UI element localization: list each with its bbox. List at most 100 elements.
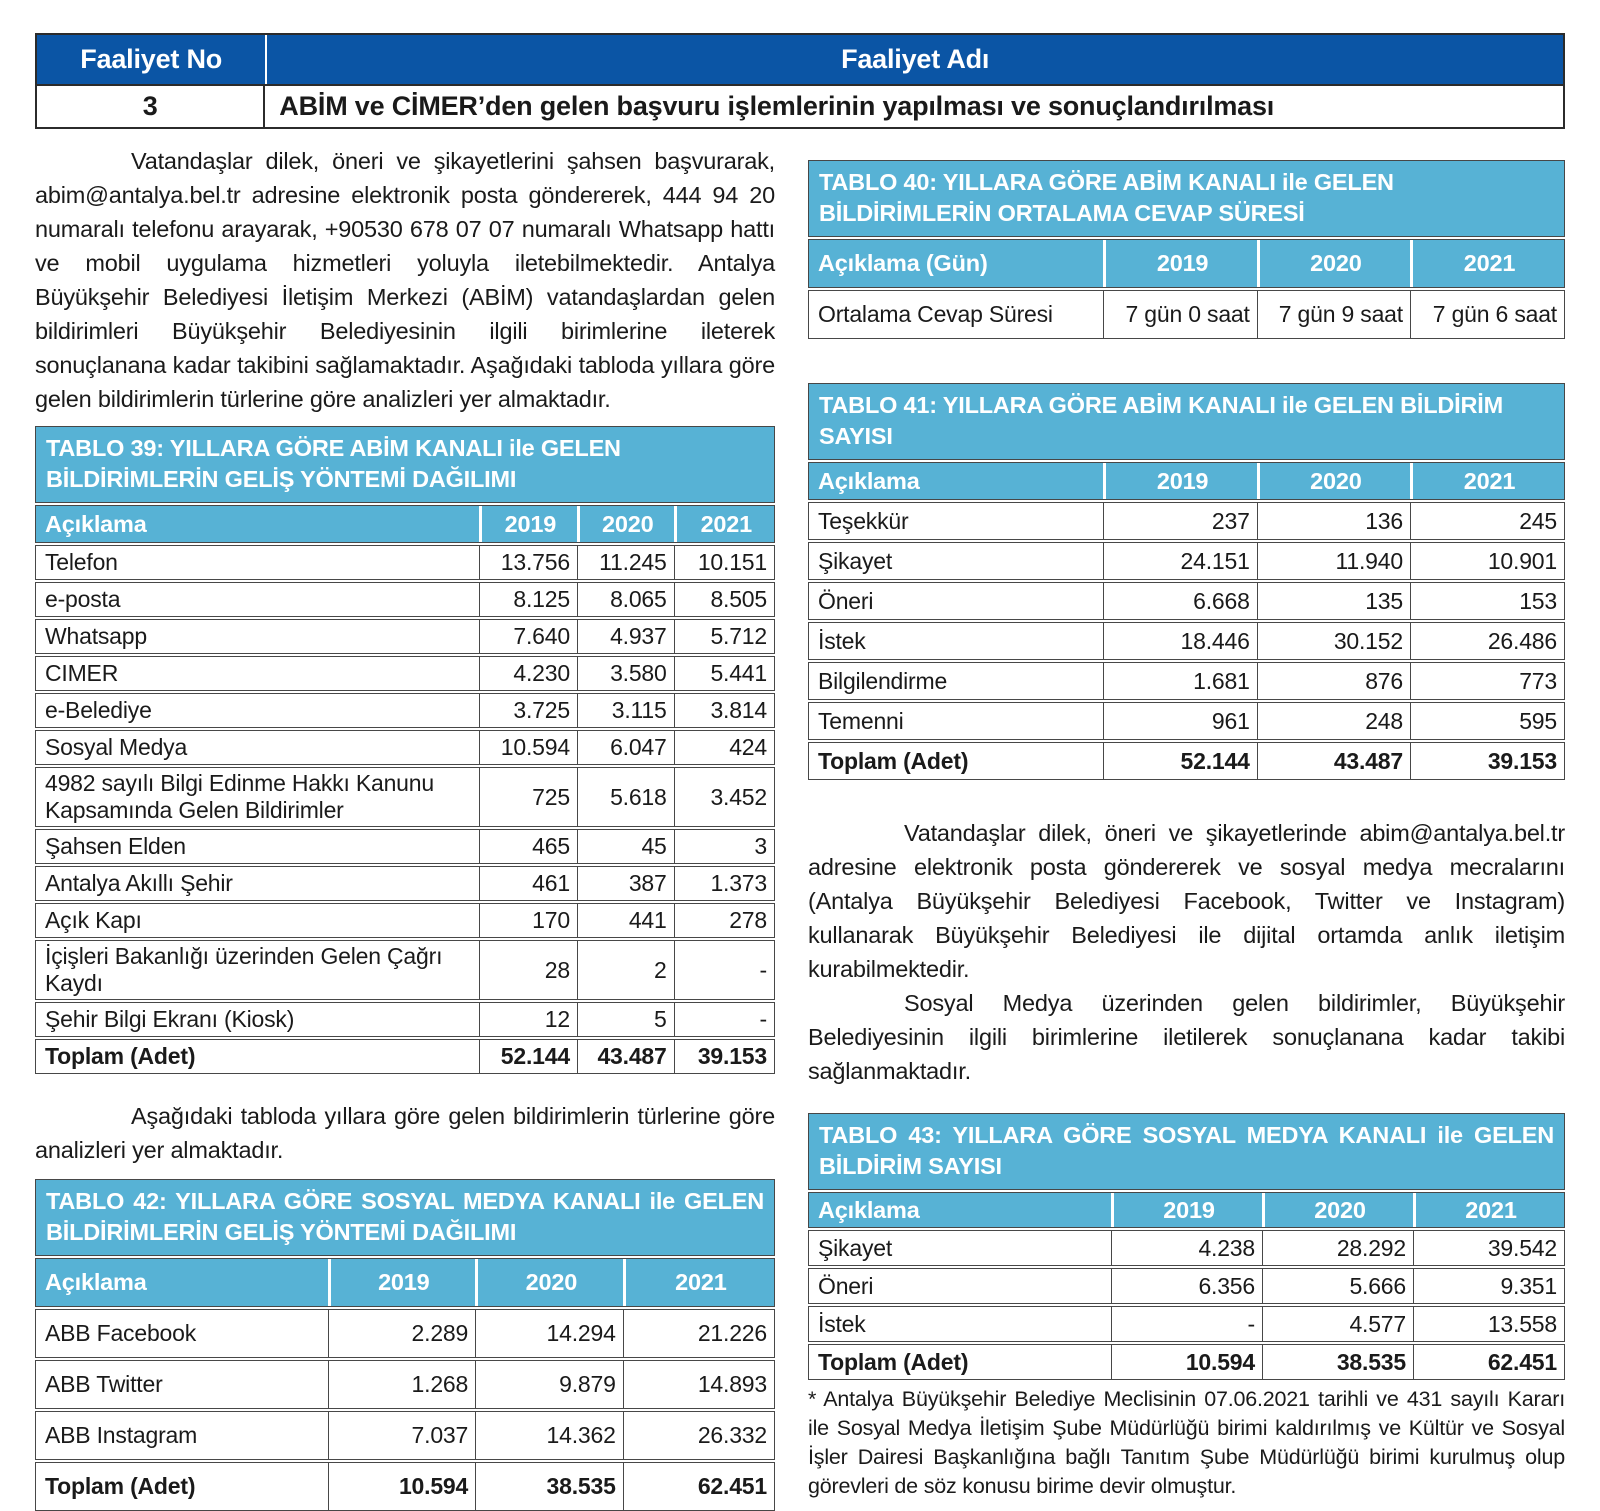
column-header: Açıklama [818,467,920,494]
label-cell: Toplam (Adet) [45,1473,196,1499]
value-cell: 248 [1256,703,1410,739]
value-cell: 961 [1103,703,1256,739]
paragraph-social-media-intro: Vatandaşlar dilek, öneri ve şikayetlerin… [808,820,1565,982]
table-total-row: Toplam (Adet) 10.594 38.535 62.451 [35,1462,775,1511]
table-39: TABLO 39: YILLARA GÖRE ABİM KANALI ile G… [35,426,775,1074]
value-cell: 12 [478,1003,577,1036]
table-42-body: ABB Facebook 2.289 14.294 21.226 ABB Twitter… [35,1309,775,1511]
paragraph-table42-intro: Aşağıdaki tabloda yıllara göre gelen bil… [35,1103,775,1163]
column-header: 2019 [1103,463,1256,499]
value-cell: - [673,941,774,999]
table-row: Öneri 6.356 5.666 9.351 [808,1268,1565,1304]
table-row: Şikayet 4.238 28.292 39.542 [808,1230,1565,1266]
value-cell: 237 [1103,503,1256,539]
table-row: e-Belediye 3.725 3.115 3.814 [35,693,775,728]
table-row: Öneri 6.668 135 153 [808,582,1565,620]
paragraph-social-media-followup: Sosyal Medya üzerinden gelen bildirimler… [808,990,1565,1084]
table-43: TABLO 43: YILLARA GÖRE SOSYAL MEDYA KANA… [808,1113,1565,1380]
value-cell: 725 [478,768,577,826]
value-cell: 7 gün 6 saat [1409,291,1564,338]
value-cell: 11.245 [576,546,674,579]
column-header: Açıklama [45,510,147,537]
value-cell: 10.594 [1111,1345,1262,1379]
value-cell: 7 gün 9 saat [1256,291,1410,338]
table-row: Şikayet 24.151 11.940 10.901 [808,542,1565,580]
table-39-title: TABLO 39: YILLARA GÖRE ABİM KANALI ile G… [35,426,775,503]
label-cell: Whatsapp [45,623,147,649]
table-41: TABLO 41: YILLARA GÖRE ABİM KANALI ile G… [808,383,1565,780]
column-header: 2019 [1103,240,1256,287]
value-cell: 24.151 [1103,543,1256,579]
table-41-header-row: Açıklama 2019 2020 2021 [808,462,1565,500]
value-cell: 2.289 [327,1310,476,1357]
value-cell: 39.153 [673,1040,774,1073]
table-42-title: TABLO 42: YILLARA GÖRE SOSYAL MEDYA KANA… [35,1179,775,1256]
table-row: ABB Instagram 7.037 14.362 26.332 [35,1411,775,1460]
value-cell: 6.668 [1103,583,1256,619]
column-header: 2020 [576,506,674,542]
table-40-title: TABLO 40: YILLARA GÖRE ABİM KANALI ile G… [808,160,1565,237]
column-header: 2019 [327,1259,476,1306]
table-total-row: Toplam (Adet) 52.144 43.487 39.153 [808,742,1565,780]
value-cell: 153 [1409,583,1564,619]
right-column: TABLO 40: YILLARA GÖRE ABİM KANALI ile G… [808,144,1565,1511]
table-40-header-row: Açıklama (Gün) 2019 2020 2021 [808,239,1565,288]
value-cell: - [673,1003,774,1036]
two-column-layout: Vatandaşlar dilek, öneri ve şikayetlerin… [35,144,1565,1511]
table-42-header-row: Açıklama 2019 2020 2021 [35,1258,775,1307]
value-cell: 136 [1256,503,1410,539]
column-header: 2021 [1409,463,1564,499]
value-cell: 11.940 [1256,543,1410,579]
value-cell: 7 gün 0 saat [1103,291,1256,338]
value-cell: 45 [576,830,674,863]
value-cell: 62.451 [622,1463,774,1510]
table-row: Bilgilendirme 1.681 876 773 [808,662,1565,700]
value-cell: 62.451 [1413,1345,1564,1379]
left-column: Vatandaşlar dilek, öneri ve şikayetlerin… [35,144,775,1511]
label-cell: İçişleri Bakanlığı üzerinden Gelen Çağrı… [45,943,443,996]
label-cell: Toplam (Adet) [818,747,969,774]
value-cell: 7.640 [478,620,577,653]
value-cell: 14.294 [475,1310,623,1357]
table-row: ABB Twitter 1.268 9.879 14.893 [35,1360,775,1409]
table-41-title: TABLO 41: YILLARA GÖRE ABİM KANALI ile G… [808,383,1565,460]
value-cell: 3.580 [576,657,674,690]
label-cell: Antalya Akıllı Şehir [45,870,233,896]
value-cell: 52.144 [478,1040,577,1073]
value-cell: 7.037 [327,1412,476,1459]
column-header: 2021 [622,1259,774,1306]
value-cell: 3.814 [673,694,774,727]
value-cell: 8.505 [673,583,774,616]
value-cell: 595 [1409,703,1564,739]
value-cell: 5.441 [673,657,774,690]
activity-name-header: Faaliyet Adı [265,35,1563,84]
activity-header-table: Faaliyet No Faaliyet Adı 3 ABİM ve CİMER… [35,33,1565,129]
table-row: ABB Facebook 2.289 14.294 21.226 [35,1309,775,1358]
activity-header-row: Faaliyet No Faaliyet Adı [37,35,1563,84]
value-cell: 6.356 [1111,1269,1262,1303]
value-cell: 28 [478,941,577,999]
label-cell: Öneri [818,587,874,614]
label-cell: Bilgilendirme [818,667,948,694]
value-cell: - [1111,1307,1262,1341]
value-cell: 1.373 [673,867,774,900]
value-cell: 13.756 [478,546,577,579]
value-cell: 10.594 [327,1463,476,1510]
value-cell: 5.712 [673,620,774,653]
table-row: Whatsapp 7.640 4.937 5.712 [35,619,775,654]
table-43-title: TABLO 43: YILLARA GÖRE SOSYAL MEDYA KANA… [808,1113,1565,1190]
value-cell: 21.226 [622,1310,774,1357]
column-header: Açıklama [45,1269,147,1295]
value-cell: 38.535 [1262,1345,1413,1379]
column-header: 2021 [673,506,774,542]
value-cell: 387 [576,867,674,900]
label-cell: e-Belediye [45,697,152,723]
activity-no-header: Faaliyet No [80,44,223,74]
label-cell: 4982 sayılı Bilgi Edinme Hakkı Kanunu Ka… [45,770,434,823]
label-cell: Temenni [818,707,904,734]
label-cell: Toplam (Adet) [818,1348,969,1375]
table-row: Sosyal Medya 10.594 6.047 424 [35,730,775,765]
table-39-body: Telefon 13.756 11.245 10.151 e-posta 8.125 8.0… [35,545,775,1074]
table-row: İstek -4.577 13.558 [808,1306,1565,1342]
